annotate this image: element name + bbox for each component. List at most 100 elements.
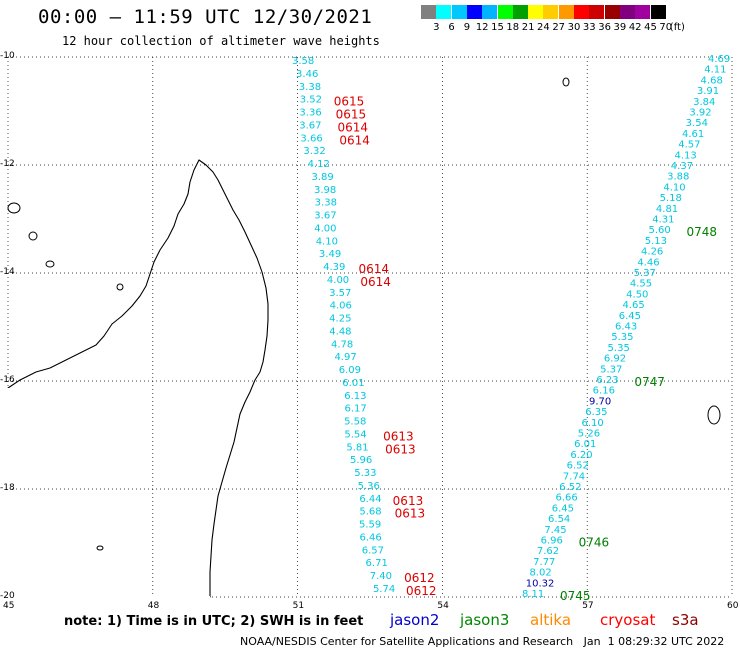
color-scale-swatch: [543, 5, 559, 19]
swh-value-label: 3.46: [296, 69, 318, 80]
swh-value-label: 4.48: [329, 326, 351, 337]
longitude-label: 45: [3, 601, 15, 611]
time-label: 0613: [393, 494, 424, 508]
latitude-label: -20: [0, 591, 15, 601]
color-scale-swatch: [497, 5, 513, 19]
time-label: 0614: [339, 133, 370, 147]
swh-value-label: 3.32: [303, 146, 325, 157]
swh-value-label: 4.61: [682, 129, 704, 140]
swh-value-label: 9.70: [589, 396, 611, 407]
time-label: 0612: [406, 584, 437, 598]
swh-value-label: 4.10: [663, 182, 685, 193]
swh-value-label: 3.91: [697, 86, 719, 97]
swh-value-label: 7.77: [533, 557, 555, 568]
page-subtitle: 12 hour collection of altimeter wave hei…: [62, 34, 380, 48]
longitude-label: 51: [292, 601, 305, 611]
time-label: 0613: [385, 442, 416, 456]
color-scale-swatch: [619, 5, 635, 19]
swh-value-label: 5.37: [634, 268, 656, 279]
swh-value-label: 4.00: [314, 223, 336, 234]
color-scale-label: 39: [613, 22, 627, 33]
credit-footer: NOAA/NESDIS Center for Satellite Applica…: [240, 635, 725, 648]
swh-value-label: 4.81: [656, 204, 678, 215]
swh-value-label: 6.46: [359, 532, 381, 543]
swh-value-label: 6.44: [359, 494, 381, 505]
swh-value-label: 6.16: [593, 386, 615, 397]
swh-value-label: 6.20: [570, 450, 592, 461]
swh-value-label: 5.36: [358, 481, 380, 492]
page-title: 00:00 — 11:59 UTC 12/30/2021: [38, 6, 373, 28]
latitude-label: -12: [0, 159, 15, 169]
swh-value-label: 4.26: [641, 247, 663, 258]
swh-value-label: 3.92: [689, 108, 711, 119]
island-outline: [562, 77, 570, 87]
color-scale-swatch: [558, 5, 574, 19]
color-scale-label: 15: [491, 22, 504, 33]
swh-value-label: 5.37: [600, 364, 622, 375]
swh-value-label: 6.52: [559, 482, 581, 493]
time-label: 0614: [360, 275, 391, 289]
swh-value-label: 6.23: [596, 375, 618, 386]
longitude-label: 48: [147, 601, 160, 611]
island-outline: [28, 231, 38, 241]
swh-value-label: 7.74: [563, 471, 585, 482]
swh-value-label: 5.96: [350, 455, 372, 466]
swh-value-label: 6.45: [619, 311, 641, 322]
swh-value-label: 6.71: [366, 558, 388, 569]
color-scale-label: 3: [433, 22, 440, 33]
swh-value-label: 3.38: [299, 82, 321, 93]
island-outline: [116, 283, 124, 291]
swh-value-label: 3.58: [292, 56, 314, 67]
swh-value-label: 4.06: [330, 301, 352, 312]
swh-value-label: 5.58: [344, 417, 366, 428]
swh-value-label: 6.01: [342, 378, 364, 389]
swh-value-label: 6.57: [362, 545, 384, 556]
swh-value-label: 4.25: [329, 314, 351, 325]
altimeter-track-east: 4.694.114.683.913.843.923.544.614.574.13…: [522, 54, 730, 603]
color-scale-label: 9: [463, 22, 471, 33]
swh-value-label: 4.57: [678, 140, 700, 151]
swh-value-label: 3.98: [314, 185, 336, 196]
time-label: 0746: [579, 536, 610, 550]
time-label: 0747: [634, 375, 665, 389]
swh-value-label: 5.33: [354, 468, 376, 479]
color-scale-unit: (ft): [669, 22, 685, 33]
longitude-label: 54: [437, 601, 449, 611]
swh-value-label: 6.10: [582, 418, 604, 429]
swh-value-label: 4.46: [637, 257, 659, 268]
color-scale-swatch: [528, 5, 544, 19]
swh-value-label: 6.17: [345, 404, 367, 415]
swh-value-label: 3.36: [299, 108, 321, 119]
swh-value-label: 7.45: [544, 525, 566, 536]
latitude-label: -16: [0, 375, 15, 385]
color-scale-swatch: [604, 5, 620, 19]
color-scale-swatch: [421, 5, 436, 19]
satellite-legend-altika: altika: [530, 611, 572, 629]
latitude-label: -14: [0, 267, 15, 277]
swh-value-label: 3.54: [686, 118, 708, 129]
swh-value-label: 7.40: [370, 571, 392, 582]
swh-value-label: 4.00: [327, 275, 349, 286]
swh-value-label: 5.35: [611, 332, 633, 343]
swh-value-label: 4.31: [652, 215, 674, 226]
color-scale-label: 12: [475, 22, 489, 33]
swh-value-label: 5.13: [645, 236, 667, 247]
color-scale-label: 18: [506, 22, 520, 33]
color-scale-label: 6: [448, 22, 455, 33]
swh-value-label: 3.67: [299, 120, 321, 131]
swh-value-label: 3.88: [667, 172, 689, 183]
time-label: 0748: [686, 225, 717, 239]
color-scale-swatch: [589, 5, 605, 19]
longitude-label: 57: [582, 601, 594, 611]
island-outline: [45, 260, 55, 268]
swh-value-label: 6.45: [552, 503, 574, 514]
color-scale-swatch: [451, 5, 467, 19]
time-label: 0615: [336, 108, 367, 122]
swh-value-label: 4.13: [675, 150, 697, 161]
swh-value-label: 6.92: [604, 354, 626, 365]
swh-value-label: 3.67: [314, 211, 336, 222]
swh-value-label: 6.13: [344, 391, 366, 402]
time-label: 0614: [338, 120, 369, 134]
swh-value-label: 5.35: [608, 343, 630, 354]
swh-value-label: 4.10: [316, 236, 338, 247]
